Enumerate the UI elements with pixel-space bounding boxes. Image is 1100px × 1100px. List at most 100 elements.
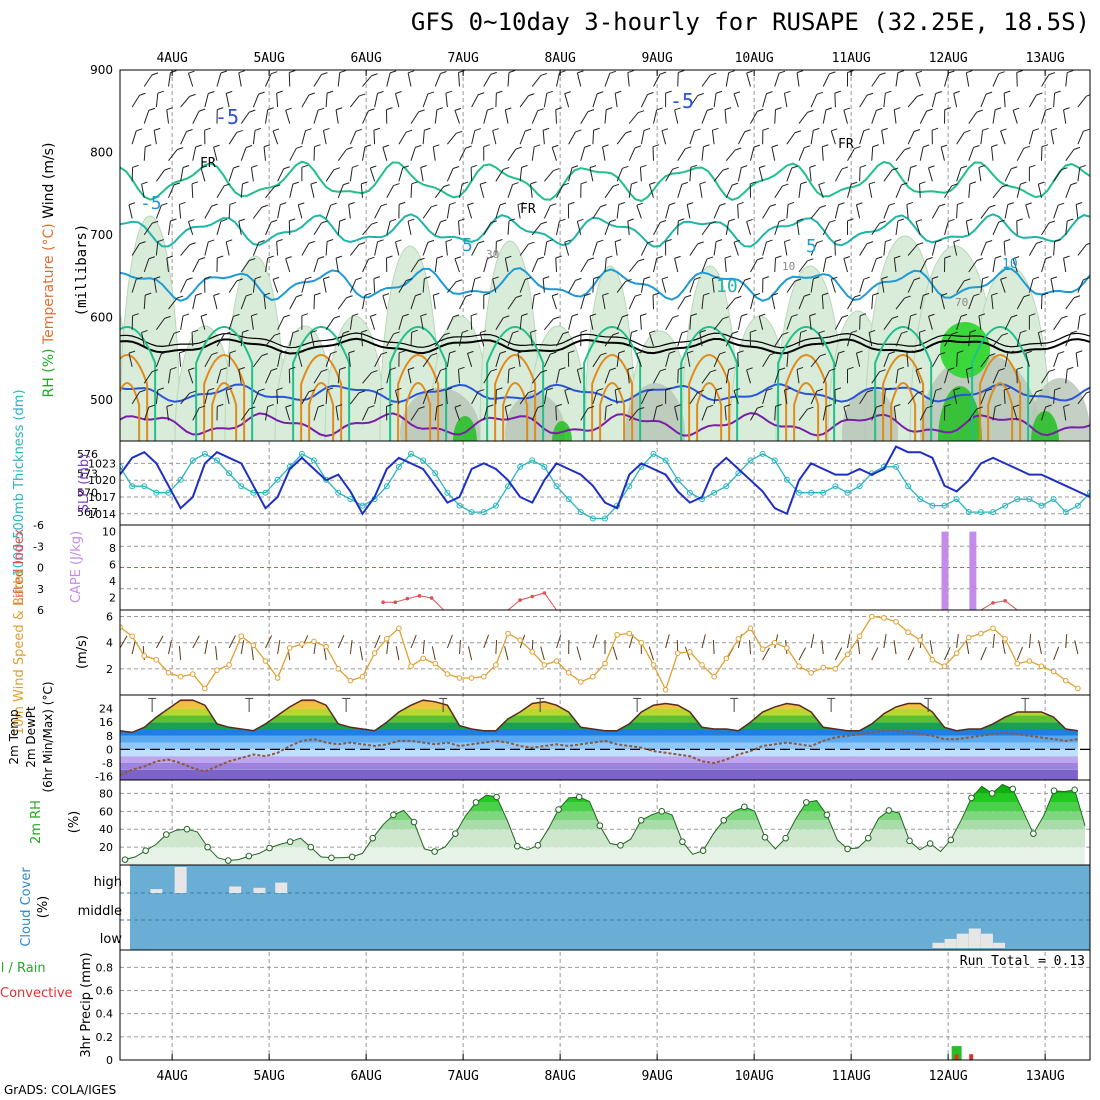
wind-barb: [980, 93, 987, 108]
wind-barb-flag: [575, 277, 582, 281]
wind-barb-10m: [980, 646, 987, 661]
wind-barb-flag: [750, 329, 757, 333]
thickness-point: [1062, 509, 1069, 516]
wind-barb: [445, 389, 448, 404]
lifted-index-point: [429, 596, 434, 600]
wind-barb: [1077, 95, 1087, 108]
wind-barb-flag: [665, 90, 672, 94]
wind-barb-flag: [879, 220, 886, 224]
cloud-layer: [120, 865, 1090, 950]
wind-barb-flag: [552, 144, 559, 148]
wind-barb-flag: [678, 218, 685, 222]
wind-barb: [701, 371, 711, 384]
wind-barb: [153, 278, 157, 293]
wind-barb: [686, 204, 691, 219]
wind-barb-flag: [1067, 70, 1074, 74]
wind-barb-flag: [652, 144, 660, 148]
wind-barb-10m: [556, 634, 562, 649]
wind-barb: [818, 184, 824, 198]
wind-barb: [701, 295, 704, 310]
wind-barb-flag: [809, 313, 816, 317]
wind-barb-flag: [928, 165, 935, 169]
wind-barb-flag: [518, 54, 524, 56]
thickness-point: [662, 457, 669, 464]
wind-barb-flag: [1086, 242, 1090, 245]
wind-barb: [689, 243, 699, 256]
wind-speed-point: [856, 633, 863, 639]
wind-barb: [614, 241, 618, 256]
wind-barb-flag: [402, 313, 409, 317]
wind-barb: [859, 94, 868, 108]
wind-barb: [543, 353, 551, 368]
wind-barb: [313, 258, 319, 273]
wind-barb: [919, 183, 921, 198]
wind-barb-flag: [517, 202, 525, 206]
wind-barb-flag: [859, 164, 867, 168]
wind-barb-flag: [389, 367, 397, 371]
wind-barb: [410, 147, 416, 161]
wind-barb-flag: [577, 218, 584, 222]
wind-barb: [895, 184, 902, 198]
wind-barb: [871, 406, 877, 421]
wind-barb-flag: [759, 313, 766, 317]
wind-barb: [689, 167, 692, 182]
wind-barb-flag: [474, 276, 481, 280]
wind-barb-flag: [323, 276, 330, 280]
wind-barb-flag: [1048, 220, 1056, 224]
wind-barb: [725, 221, 730, 235]
lifted-index-line: [383, 595, 445, 610]
thickness-point: [517, 463, 524, 470]
wind-barb-flag: [904, 147, 911, 151]
wind-barb-flag: [1003, 90, 1011, 94]
wind-barb-10m: [1001, 640, 1006, 655]
wind-barb-flag: [775, 403, 782, 407]
wind-barb-flag: [831, 276, 838, 280]
wind-barb: [724, 109, 727, 124]
wind-barb-flag: [807, 109, 814, 113]
wind-barb-10m: [857, 640, 861, 655]
wind-barb: [956, 280, 965, 293]
rh-point: [1050, 787, 1058, 795]
wind-barb-flag: [841, 166, 849, 170]
wind-barb: [640, 391, 648, 405]
wind-barb-flag: [157, 387, 164, 391]
wind-barb: [422, 130, 425, 145]
wind-barb-flag: [308, 389, 316, 393]
wind-barb: [143, 371, 153, 384]
wind-barb-flag: [310, 181, 318, 185]
wind-barb-flag: [741, 313, 748, 317]
wind-barb-flag: [615, 239, 622, 243]
wind-barb: [410, 111, 420, 124]
wind-barb-flag: [462, 181, 469, 185]
slp-line: [120, 445, 1090, 516]
wind-barb-flag: [433, 292, 440, 296]
wind-barb-flag: [1073, 295, 1081, 299]
wind-barb-flag: [863, 276, 870, 280]
wind-barb-flag: [254, 276, 262, 280]
wind-barb: [483, 258, 488, 273]
wind-barb: [774, 185, 783, 199]
wind-barb-flag: [443, 184, 450, 188]
wind-barb-flag: [948, 70, 955, 74]
wind-barb-flag: [335, 255, 343, 259]
wind-barb: [653, 109, 658, 124]
wind-barb: [980, 278, 984, 293]
wind-barb-flag: [735, 147, 742, 151]
wind-barb-flag: [326, 239, 334, 243]
wind-barb: [410, 295, 416, 310]
wind-barb-flag: [540, 72, 548, 76]
wind-tick: 4: [106, 637, 113, 650]
slp-tick: 1020: [88, 474, 116, 487]
wind-barb: [1041, 110, 1047, 124]
wind-barb-flag: [953, 387, 960, 391]
wind-barb-flag: [888, 202, 896, 206]
wind-barb: [576, 369, 582, 384]
wind-barb-flag: [966, 367, 973, 370]
wind-barb: [263, 295, 266, 310]
wind-barb-flag: [685, 294, 692, 298]
wind-barb-flag: [580, 181, 588, 185]
temp-ylabel: (6hr Min/Max) (°C): [41, 681, 55, 792]
wind-barb: [407, 72, 412, 87]
rh-point: [617, 842, 624, 849]
wind-barb: [204, 70, 206, 71]
